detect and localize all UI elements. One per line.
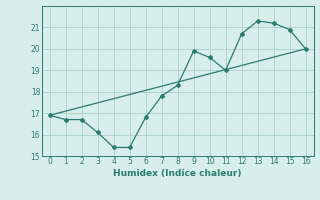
X-axis label: Humidex (Indice chaleur): Humidex (Indice chaleur) bbox=[113, 169, 242, 178]
